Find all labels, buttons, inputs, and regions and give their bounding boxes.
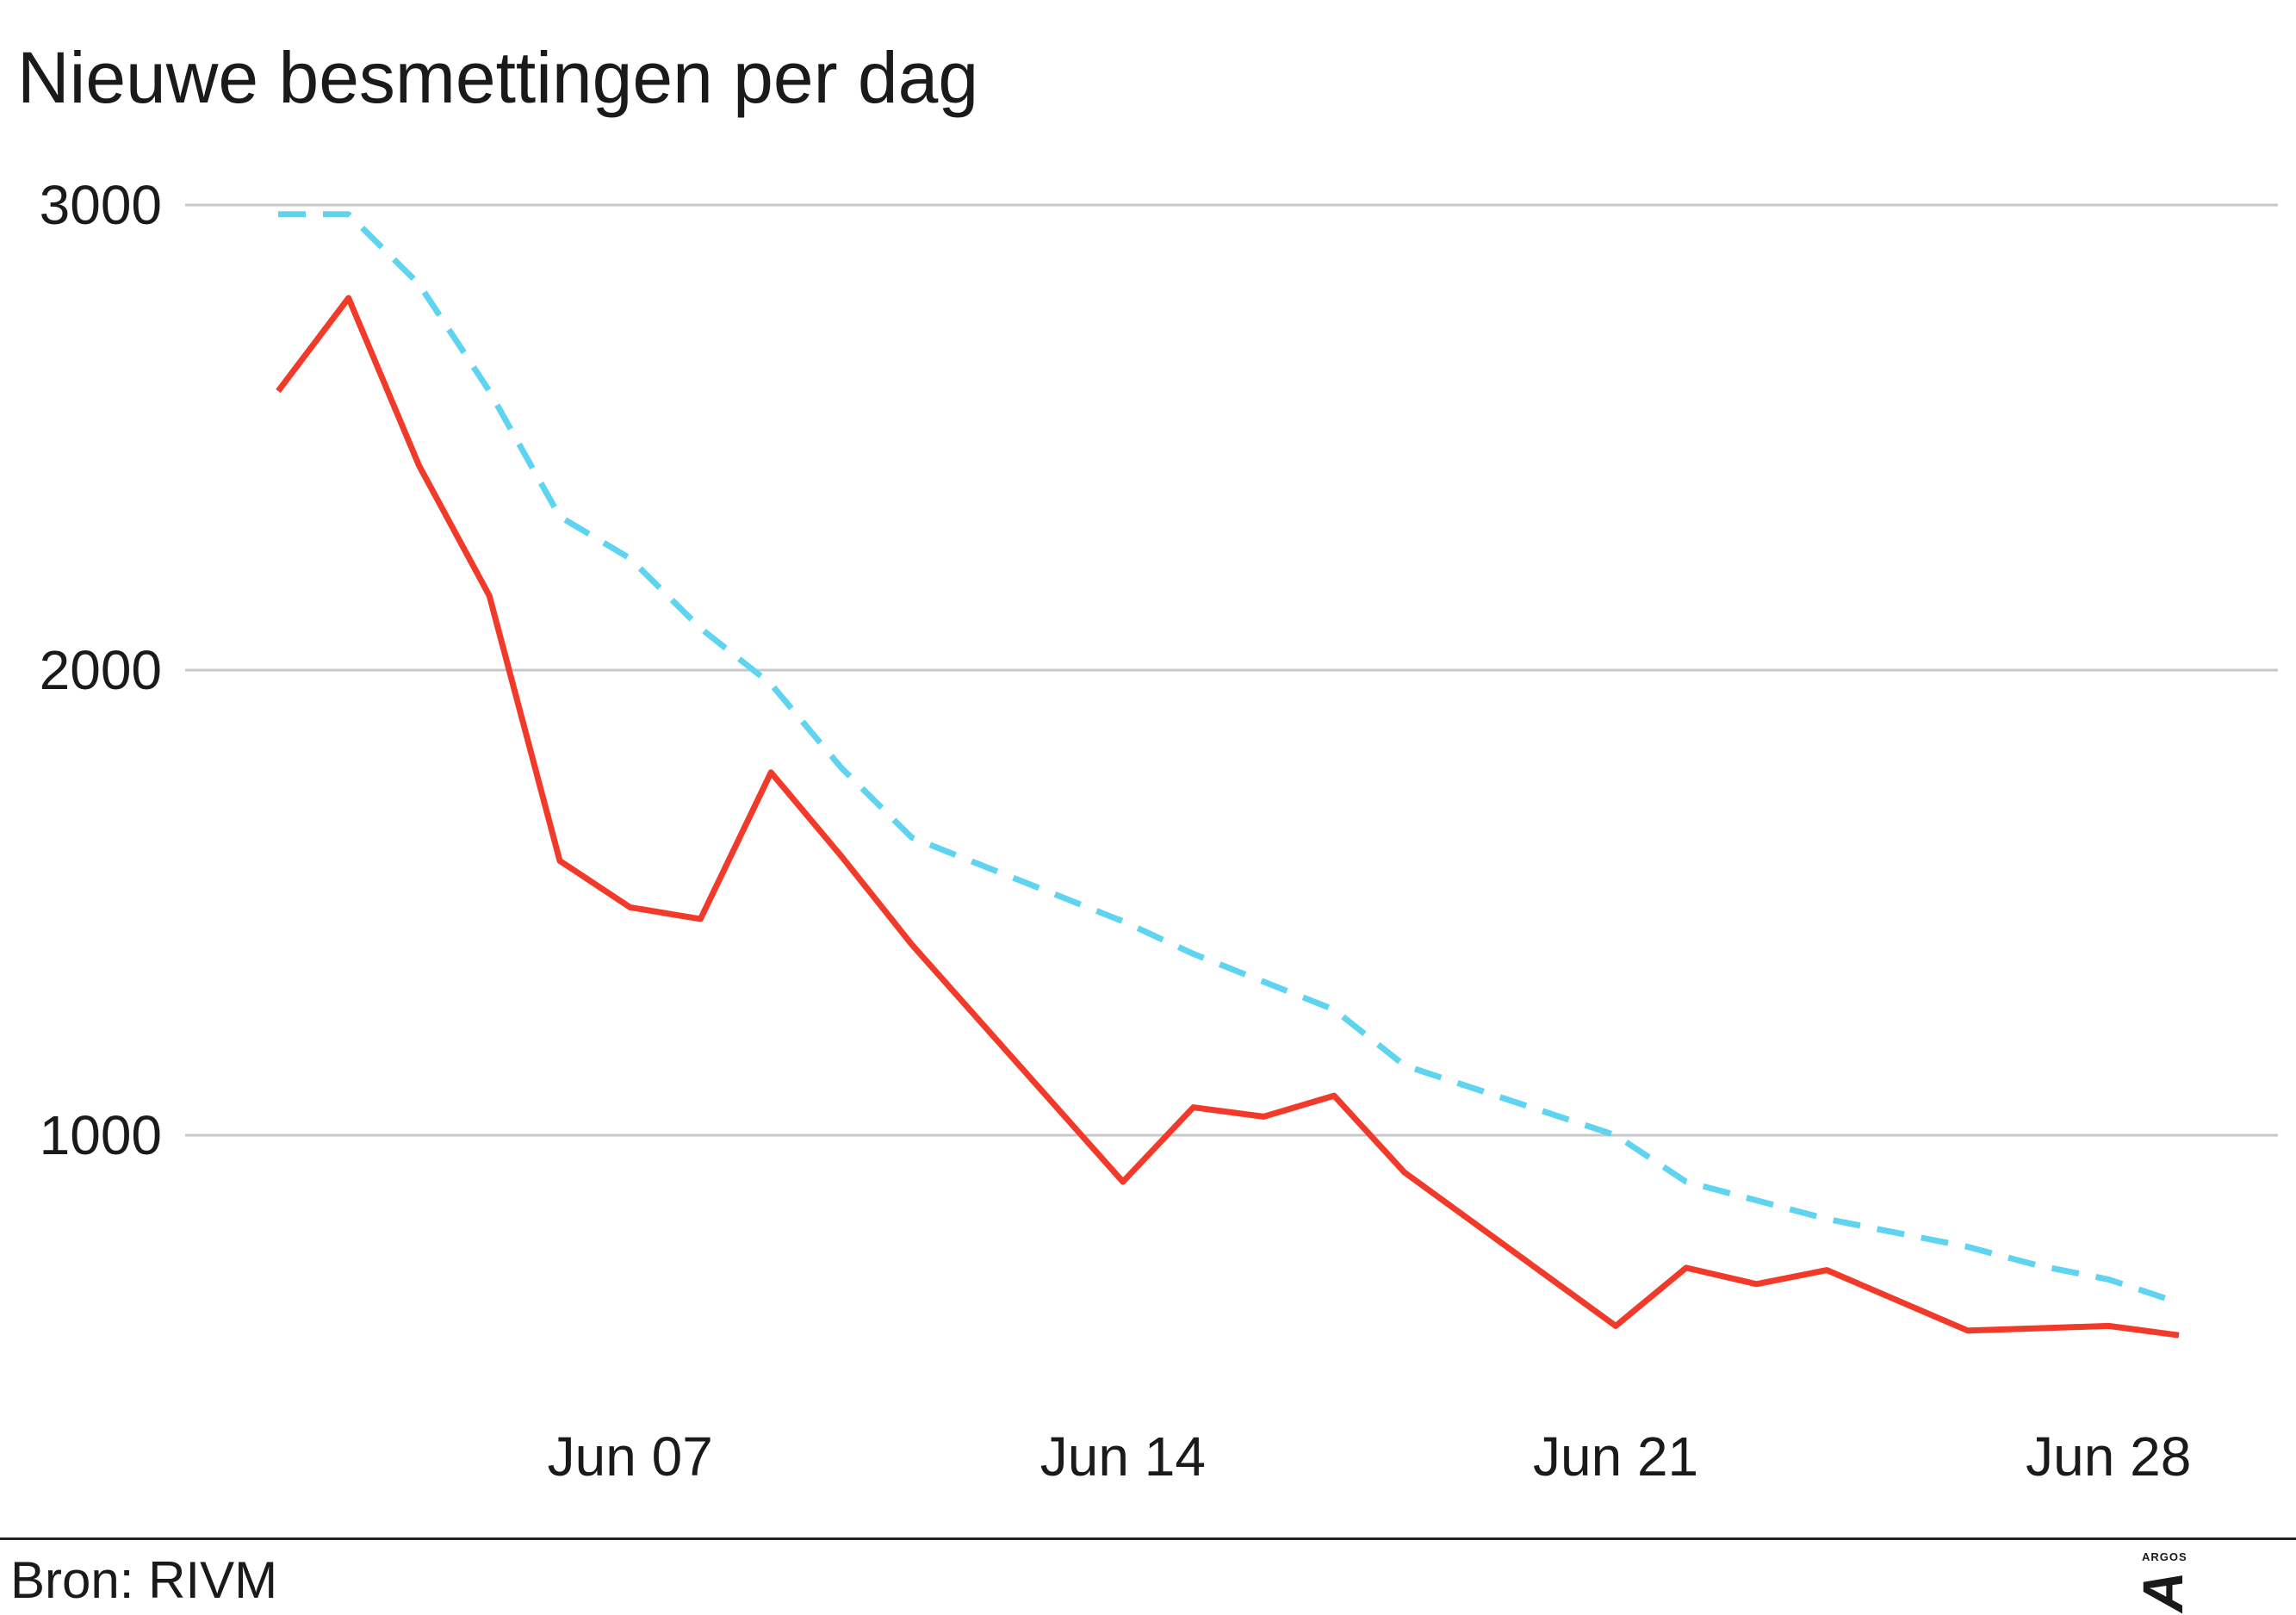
- x-tick-label: Jun 21: [1533, 1426, 1698, 1488]
- footer-divider: [0, 1537, 2296, 1540]
- x-axis-tick-labels: Jun 07 Jun 14 Jun 21 Jun 28: [548, 1426, 2192, 1488]
- series-line-solid: [276, 295, 2180, 1339]
- x-tick-label: Jun 14: [1040, 1426, 1206, 1488]
- x-tick-label: Jun 07: [548, 1426, 713, 1488]
- chart-title: Nieuwe besmettingen per dag: [17, 37, 979, 118]
- line-chart: 1000 2000 3000 Jun 07 Jun 14 Jun 21 Jun 28: [40, 174, 2278, 1488]
- y-tick-label: 1000: [40, 1104, 162, 1166]
- y-tick-label: 3000: [40, 174, 162, 236]
- data-series: [276, 211, 2181, 1339]
- y-tick-label: 2000: [40, 639, 162, 701]
- x-tick-label: Jun 28: [2026, 1426, 2191, 1488]
- y-axis-tick-labels: 1000 2000 3000: [40, 174, 162, 1166]
- argos-logo-icon: A: [2131, 1571, 2194, 1612]
- series-line-dashed: [278, 211, 2181, 1306]
- source-note: Bron: RIVM: [10, 1551, 278, 1609]
- gridlines: [185, 203, 2278, 1137]
- logo-wordmark: ARGOS: [2142, 1550, 2187, 1563]
